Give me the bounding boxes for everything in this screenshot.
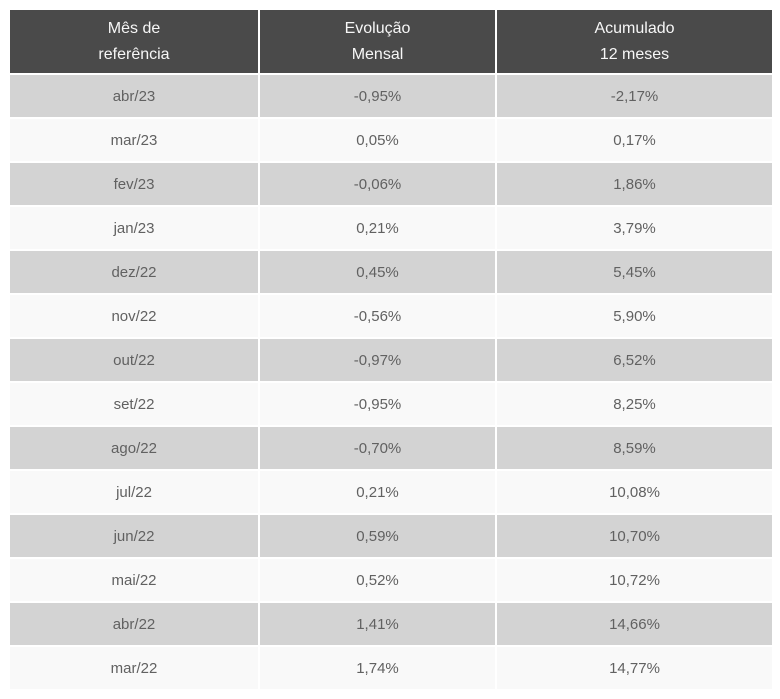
table-row: abr/23 -0,95% -2,17% bbox=[8, 73, 774, 119]
column-header-monthly-evolution: Evolução Mensal bbox=[258, 8, 497, 75]
monthly-evolution-cell: 0,52% bbox=[258, 557, 497, 603]
accumulated-cell: 5,45% bbox=[495, 249, 774, 295]
month-cell: jul/22 bbox=[8, 469, 260, 515]
table-row: jul/22 0,21% 10,08% bbox=[8, 469, 774, 515]
month-cell: mar/23 bbox=[8, 117, 260, 163]
header-line: Mês de bbox=[107, 19, 161, 37]
table-header-row: Mês de referência Evolução Mensal Acumul… bbox=[8, 8, 774, 75]
header-line: Acumulado bbox=[594, 19, 675, 37]
month-cell: jan/23 bbox=[8, 205, 260, 251]
monthly-evolution-cell: 0,21% bbox=[258, 205, 497, 251]
monthly-evolution-cell: 1,41% bbox=[258, 601, 497, 647]
monthly-evolution-cell: -0,56% bbox=[258, 293, 497, 339]
table-row: fev/23 -0,06% 1,86% bbox=[8, 161, 774, 207]
table-row: mar/22 1,74% 14,77% bbox=[8, 645, 774, 691]
monthly-evolution-cell: 1,74% bbox=[258, 645, 497, 691]
monthly-evolution-cell: -0,70% bbox=[258, 425, 497, 471]
monthly-evolution-cell: 0,59% bbox=[258, 513, 497, 559]
month-cell: dez/22 bbox=[8, 249, 260, 295]
month-cell: set/22 bbox=[8, 381, 260, 427]
table-row: abr/22 1,41% 14,66% bbox=[8, 601, 774, 647]
accumulated-cell: 10,72% bbox=[495, 557, 774, 603]
accumulated-cell: 8,59% bbox=[495, 425, 774, 471]
monthly-evolution-table: Mês de referência Evolução Mensal Acumul… bbox=[8, 8, 774, 691]
table-row: ago/22 -0,70% 8,59% bbox=[8, 425, 774, 471]
monthly-evolution-cell: -0,06% bbox=[258, 161, 497, 207]
accumulated-cell: 14,77% bbox=[495, 645, 774, 691]
column-header-accumulated-12-months: Acumulado 12 meses bbox=[495, 8, 774, 75]
table-row: out/22 -0,97% 6,52% bbox=[8, 337, 774, 383]
header-line: Evolução bbox=[344, 19, 411, 37]
accumulated-cell: -2,17% bbox=[495, 73, 774, 119]
table-row: set/22 -0,95% 8,25% bbox=[8, 381, 774, 427]
header-line: referência bbox=[98, 45, 170, 63]
table-row: mai/22 0,52% 10,72% bbox=[8, 557, 774, 603]
accumulated-cell: 10,08% bbox=[495, 469, 774, 515]
month-cell: abr/22 bbox=[8, 601, 260, 647]
table-row: dez/22 0,45% 5,45% bbox=[8, 249, 774, 295]
month-cell: abr/23 bbox=[8, 73, 260, 119]
month-cell: mar/22 bbox=[8, 645, 260, 691]
monthly-evolution-cell: 0,05% bbox=[258, 117, 497, 163]
month-cell: fev/23 bbox=[8, 161, 260, 207]
month-cell: out/22 bbox=[8, 337, 260, 383]
accumulated-cell: 10,70% bbox=[495, 513, 774, 559]
table-row: jan/23 0,21% 3,79% bbox=[8, 205, 774, 251]
accumulated-cell: 8,25% bbox=[495, 381, 774, 427]
table-row: nov/22 -0,56% 5,90% bbox=[8, 293, 774, 339]
month-cell: ago/22 bbox=[8, 425, 260, 471]
accumulated-cell: 0,17% bbox=[495, 117, 774, 163]
monthly-evolution-cell: -0,95% bbox=[258, 381, 497, 427]
monthly-evolution-cell: 0,45% bbox=[258, 249, 497, 295]
monthly-evolution-cell: -0,97% bbox=[258, 337, 497, 383]
accumulated-cell: 14,66% bbox=[495, 601, 774, 647]
month-cell: mai/22 bbox=[8, 557, 260, 603]
accumulated-cell: 5,90% bbox=[495, 293, 774, 339]
month-cell: nov/22 bbox=[8, 293, 260, 339]
header-line: 12 meses bbox=[599, 45, 670, 63]
accumulated-cell: 1,86% bbox=[495, 161, 774, 207]
header-line: Mensal bbox=[351, 45, 404, 63]
table-row: mar/23 0,05% 0,17% bbox=[8, 117, 774, 163]
accumulated-cell: 6,52% bbox=[495, 337, 774, 383]
monthly-evolution-cell: 0,21% bbox=[258, 469, 497, 515]
month-cell: jun/22 bbox=[8, 513, 260, 559]
accumulated-cell: 3,79% bbox=[495, 205, 774, 251]
monthly-evolution-cell: -0,95% bbox=[258, 73, 497, 119]
table-row: jun/22 0,59% 10,70% bbox=[8, 513, 774, 559]
column-header-reference-month: Mês de referência bbox=[8, 8, 260, 75]
